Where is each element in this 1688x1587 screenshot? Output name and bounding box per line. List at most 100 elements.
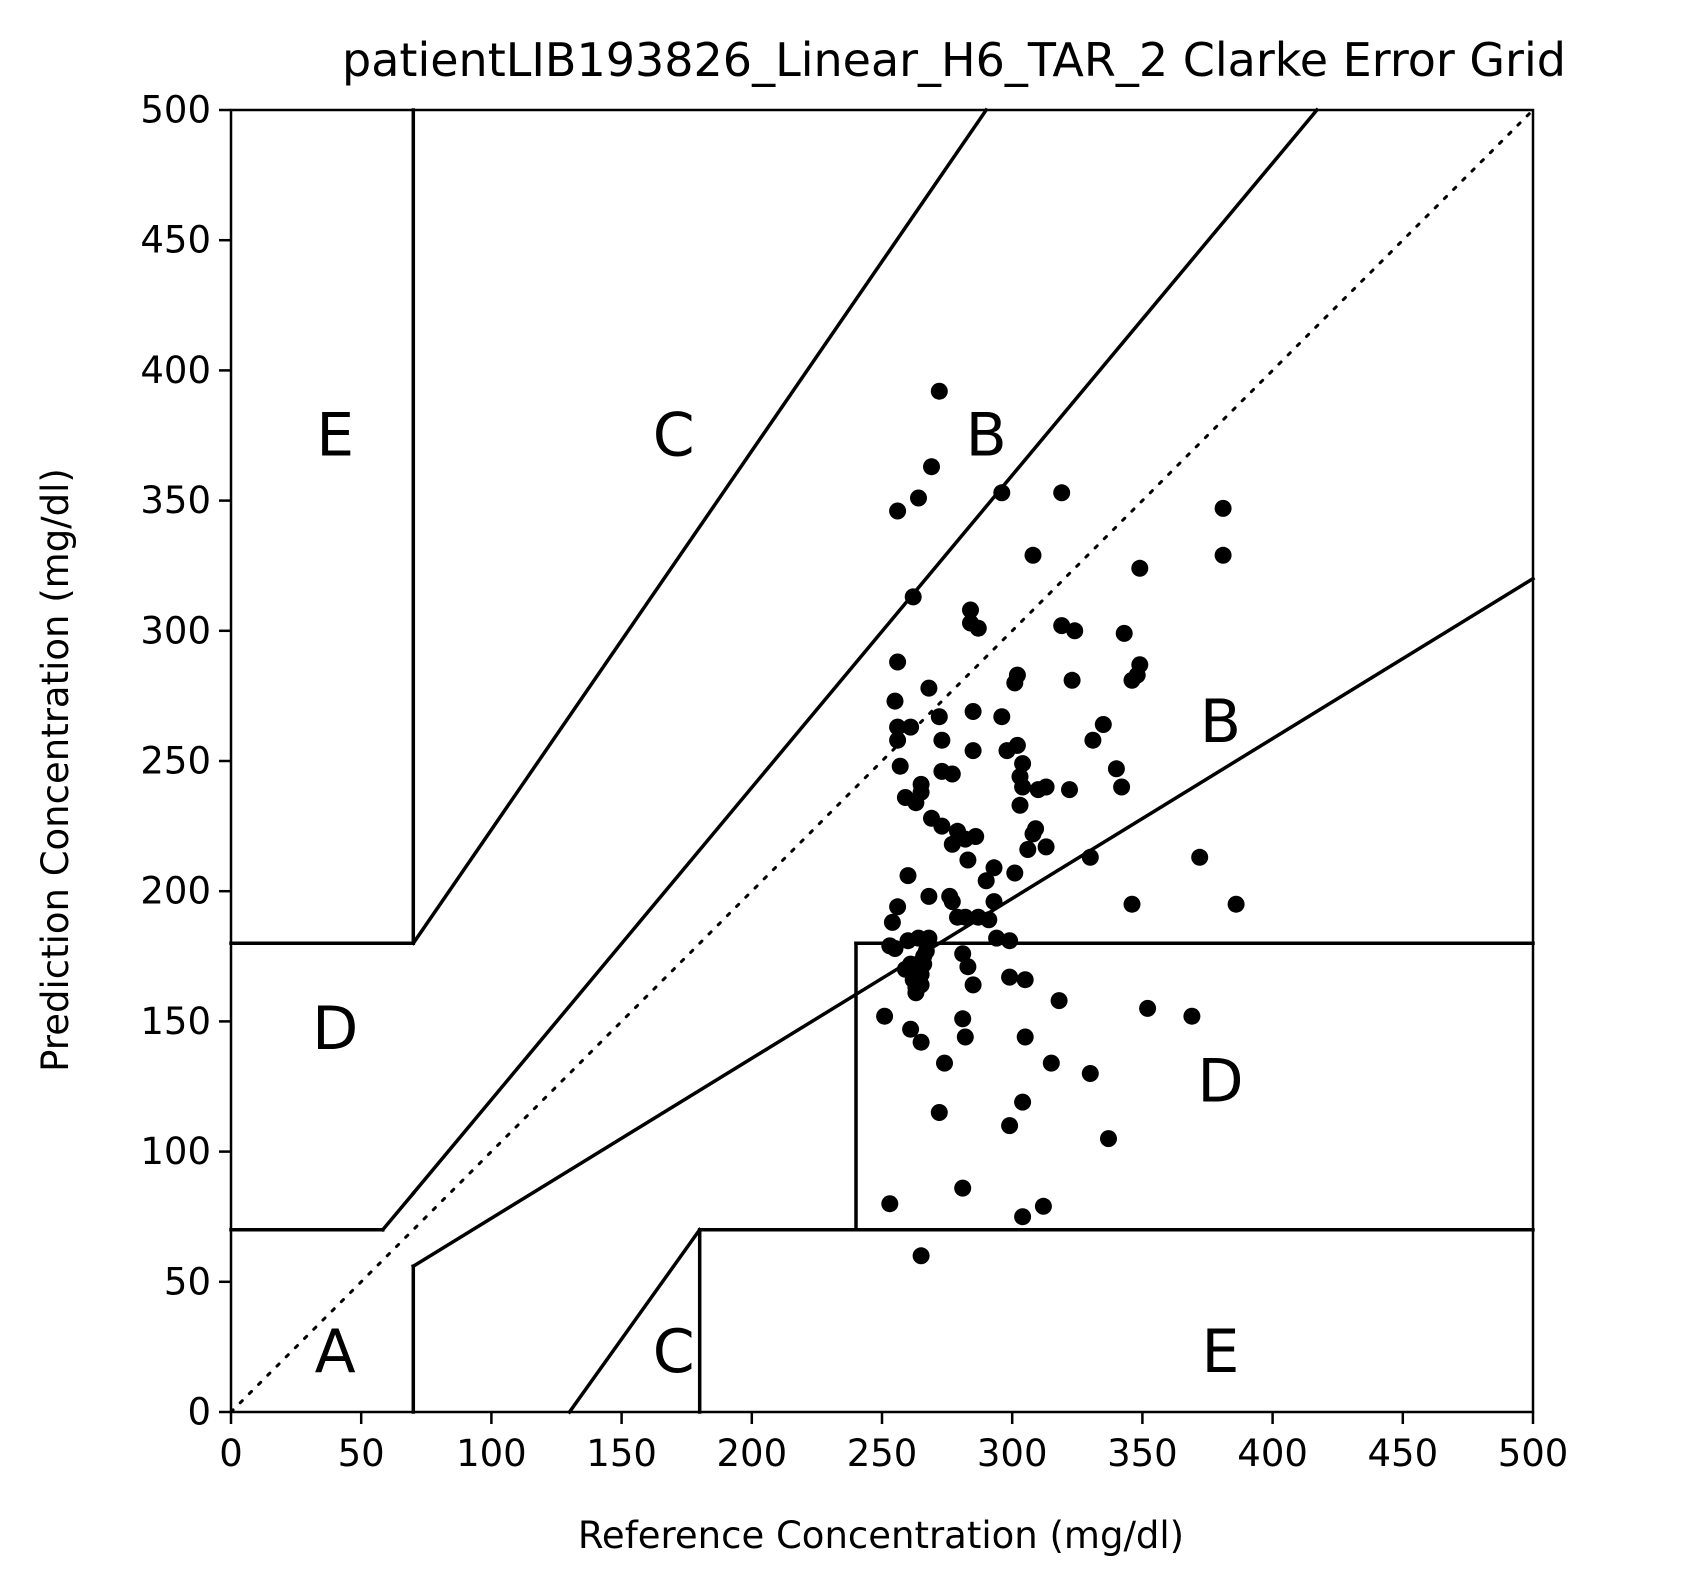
data-point	[933, 731, 951, 749]
data-point	[1227, 895, 1245, 913]
x-tick-label: 0	[219, 1432, 243, 1475]
data-point	[943, 893, 961, 911]
data-point	[964, 976, 982, 994]
data-point	[962, 601, 979, 619]
x-tick-label: 150	[586, 1432, 657, 1475]
x-tick-label: 300	[977, 1432, 1048, 1475]
plot-frame	[229, 108, 1535, 1414]
data-point	[889, 502, 907, 520]
zone-label-d: D	[1197, 1046, 1243, 1116]
zone-label-c: C	[653, 1317, 695, 1387]
data-point	[959, 851, 977, 869]
data-point	[930, 382, 948, 400]
chart-title: patientLIB193826_Linear_H6_TAR_2 Clarke …	[342, 33, 1566, 87]
data-point	[1183, 1007, 1201, 1025]
data-point	[1001, 968, 1019, 986]
data-point	[954, 945, 972, 963]
data-point	[1066, 622, 1084, 640]
data-point	[886, 940, 904, 957]
data-point	[902, 1020, 920, 1038]
data-point	[902, 718, 920, 736]
data-point	[889, 718, 907, 736]
data-point	[954, 1010, 972, 1028]
data-point	[1037, 778, 1055, 796]
y-tick-label: 150	[140, 1000, 211, 1043]
data-point	[1115, 624, 1133, 642]
zone-boundary-line	[410, 107, 1320, 1196]
data-point	[891, 757, 909, 775]
data-point	[1011, 796, 1029, 814]
data-point	[1006, 674, 1024, 692]
data-point	[1053, 484, 1071, 502]
identity-dotted-line	[229, 108, 1535, 1414]
data-point	[1123, 671, 1141, 689]
data-point	[1107, 760, 1125, 778]
data-point	[1050, 992, 1068, 1010]
data-point	[904, 588, 922, 606]
data-point	[1034, 1197, 1052, 1215]
data-point	[899, 932, 917, 950]
y-tick-label: 200	[140, 870, 211, 913]
x-tick-label: 450	[1367, 1432, 1438, 1475]
y-tick-label: 400	[140, 349, 211, 392]
zone-boundary-line	[567, 1227, 703, 1415]
x-tick-label: 50	[338, 1432, 385, 1475]
data-point	[912, 1247, 930, 1265]
data-point	[923, 458, 940, 476]
y-tick-label: 300	[140, 609, 211, 652]
data-point	[1053, 617, 1071, 635]
data-point	[964, 703, 982, 720]
data-point	[883, 913, 901, 931]
x-tick-label: 500	[1498, 1432, 1569, 1475]
data-point	[1014, 1208, 1032, 1226]
zone-label-a: A	[315, 1317, 356, 1387]
data-point	[964, 742, 982, 760]
data-point	[956, 1028, 974, 1046]
zone-label-e: E	[316, 401, 354, 471]
data-point	[1214, 546, 1232, 564]
data-point	[998, 742, 1016, 760]
data-points	[876, 382, 1245, 1265]
data-point	[1042, 1054, 1060, 1072]
data-point	[1081, 848, 1099, 866]
data-point	[1139, 999, 1157, 1017]
data-point	[1214, 499, 1232, 517]
y-tick-label: 250	[140, 740, 211, 783]
data-point	[910, 489, 927, 507]
data-point	[1014, 1093, 1032, 1111]
data-point	[899, 867, 917, 885]
data-point	[985, 859, 1003, 877]
zone-lines	[229, 107, 1536, 1415]
zone-boundary-line	[410, 107, 989, 946]
data-point	[1063, 671, 1081, 689]
data-point	[1001, 932, 1019, 950]
zone-label-c: C	[653, 401, 695, 471]
x-axis-label: Reference Concentration (mg/dl)	[578, 1514, 1184, 1557]
data-point	[943, 835, 961, 853]
data-point	[886, 692, 904, 710]
data-point	[956, 830, 974, 848]
data-point	[907, 794, 925, 812]
data-point	[876, 1007, 894, 1025]
data-point	[1113, 778, 1131, 796]
data-point	[977, 872, 995, 890]
data-point	[930, 1104, 948, 1121]
data-point	[1024, 825, 1042, 843]
data-point	[1081, 1065, 1099, 1082]
data-point	[930, 708, 948, 726]
x-tick-label: 350	[1107, 1432, 1178, 1475]
zone-label-b: B	[966, 401, 1007, 471]
data-point	[933, 817, 951, 835]
data-point	[1131, 559, 1149, 577]
data-point	[1037, 838, 1055, 856]
data-point	[889, 898, 907, 916]
data-point	[969, 619, 987, 637]
data-point	[1061, 781, 1078, 799]
data-point	[1123, 895, 1141, 913]
data-point	[1024, 546, 1042, 564]
y-tick-label: 50	[164, 1260, 211, 1303]
y-tick-label: 100	[140, 1130, 211, 1173]
x-tick-label: 200	[716, 1432, 787, 1475]
zone-label-d: D	[312, 994, 358, 1064]
data-point	[907, 984, 925, 1002]
